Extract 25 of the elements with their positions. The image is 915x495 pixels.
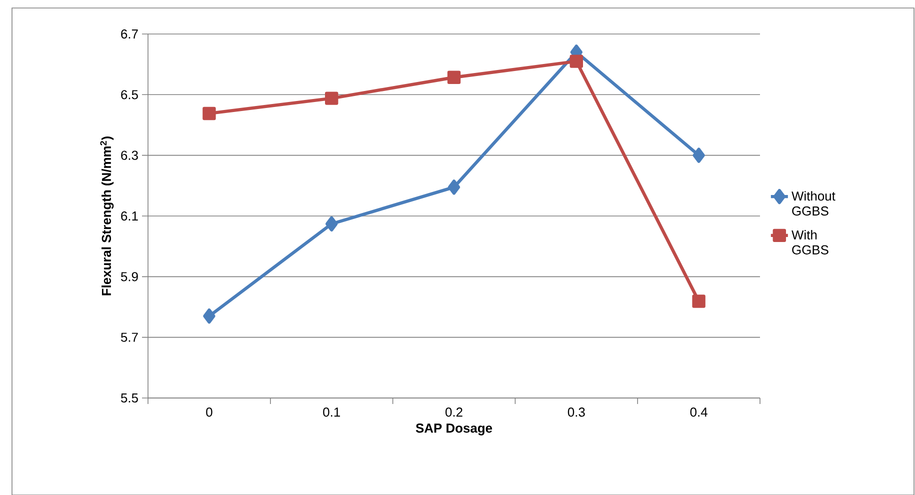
point — [203, 308, 216, 324]
point — [570, 54, 583, 68]
x-tick-label: 0.1 — [323, 408, 340, 417]
y-tick-label: 5.7 — [120, 332, 138, 342]
y-axis-title: Flexural Strength (N/mm$^{2}$) — [100, 136, 114, 296]
point — [692, 148, 705, 163]
y-tick-label: 5.5 — [120, 393, 138, 403]
y-tick-label: 5.9 — [120, 272, 138, 282]
x-tick-label: 0.4 — [690, 408, 708, 417]
y-tick-label: 6.1 — [121, 211, 138, 221]
point — [447, 70, 461, 84]
y-tick-label: 6.3 — [121, 150, 138, 160]
point — [325, 92, 338, 105]
x-axis-title: SAP Dosage — [416, 424, 492, 436]
legend-label: With GGBS — [792, 230, 828, 254]
point — [202, 106, 216, 120]
legend-label: Without GGBS — [792, 191, 836, 216]
point — [692, 294, 706, 308]
point — [448, 180, 460, 195]
x-tick-label: 0.2 — [446, 408, 462, 417]
y-tick-label: 6.7 — [121, 29, 138, 39]
point — [326, 216, 338, 232]
x-tick-label: 0.3 — [568, 408, 585, 417]
x-tick-label: 0 — [206, 408, 212, 417]
y-tick-label: 6.5 — [121, 90, 138, 100]
